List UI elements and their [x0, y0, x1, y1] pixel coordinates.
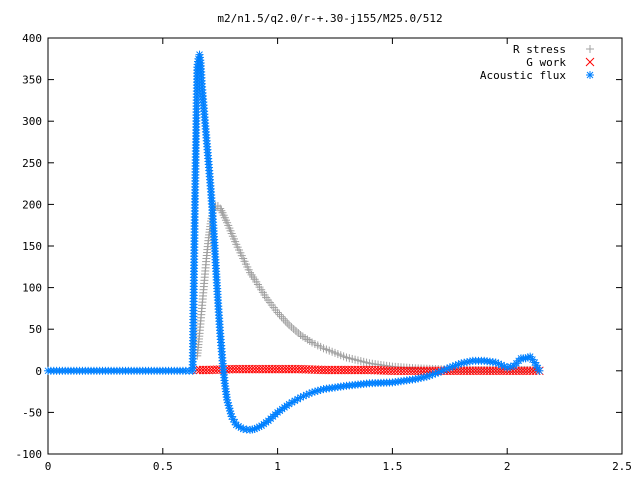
- y-tick-label: 200: [22, 198, 42, 211]
- legend-marker: [586, 71, 594, 79]
- data-point: [216, 204, 225, 213]
- data-point: [316, 385, 325, 394]
- axis-ticks: 0 0.5 1 1.5 2 2.5 400 350 300 250 200 150 100 50 0 -50 -…: [16, 32, 632, 473]
- legend-label: R stress: [513, 43, 566, 56]
- data-point: [277, 312, 286, 321]
- series-r-stress: [193, 202, 544, 375]
- x-tick-label: 0: [45, 460, 52, 473]
- x-tick-label: 1.5: [382, 460, 402, 473]
- y-tick-label: 150: [22, 240, 42, 253]
- y-tick-label: 50: [29, 323, 42, 336]
- data-point: [291, 327, 300, 336]
- legend-item: R stress: [513, 43, 594, 56]
- y-tick-label: -100: [16, 448, 43, 461]
- legend-item: G work: [526, 56, 595, 69]
- chart-title: m2/n1.5/q2.0/r-+.30-j155/M25.0/512: [217, 12, 442, 25]
- y-tick-label: 250: [22, 157, 42, 170]
- x-tick-label: 1: [274, 460, 281, 473]
- x-tick-label: 0.5: [153, 460, 173, 473]
- data-point: [287, 323, 296, 332]
- legend-marker: [586, 45, 594, 53]
- data-point: [283, 318, 292, 327]
- data-point: [279, 314, 288, 323]
- data-point: [217, 206, 226, 215]
- y-tick-label: 350: [22, 74, 42, 87]
- y-tick-label: 100: [22, 282, 42, 295]
- data-point: [281, 316, 290, 325]
- data-point: [275, 310, 284, 319]
- data-point: [223, 398, 232, 407]
- legend-label: G work: [526, 56, 566, 69]
- y-tick-label: 400: [22, 32, 42, 45]
- legend-item: Acoustic flux: [480, 69, 594, 82]
- data-point: [285, 321, 294, 330]
- data-point: [525, 366, 535, 376]
- x-tick-label: 2.5: [612, 460, 632, 473]
- x-tick-label: 2: [504, 460, 511, 473]
- data-point: [273, 308, 282, 317]
- y-tick-label: 0: [35, 365, 42, 378]
- legend-label: Acoustic flux: [480, 69, 566, 82]
- series-g-work: [192, 364, 544, 376]
- series-acoustic-flux: [44, 50, 544, 434]
- data-point: [294, 329, 303, 338]
- data-point: [293, 395, 302, 404]
- legend-marker: [585, 57, 595, 67]
- y-tick-label: 300: [22, 115, 42, 128]
- data-point: [535, 366, 544, 375]
- plot-frame: [47, 37, 623, 455]
- data-point: [236, 423, 245, 432]
- data-point: [289, 325, 298, 334]
- series-layer: [44, 50, 544, 434]
- y-tick-label: -50: [22, 406, 42, 419]
